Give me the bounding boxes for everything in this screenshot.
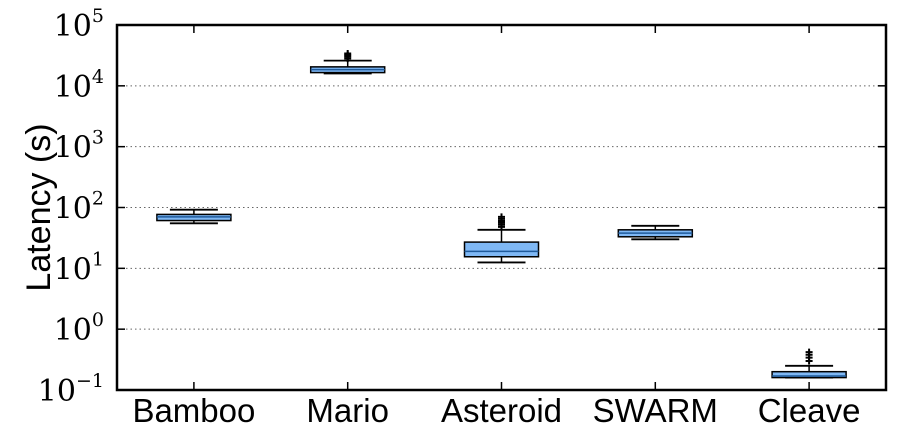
category-labels: Bamboo Mario Asteroid SWARM Cleave	[132, 392, 860, 429]
grid-lines	[117, 85, 886, 330]
y-tick-exponent: 1	[92, 248, 104, 270]
y-tick-label: 105	[54, 5, 104, 44]
y-tick-exponent: 3	[92, 127, 104, 149]
category-label: SWARM	[593, 392, 718, 429]
category-label: Bamboo	[132, 392, 255, 429]
category-label: Asteroid	[441, 392, 562, 429]
y-tick-label: 101	[54, 248, 104, 287]
box-iqr	[771, 370, 847, 379]
y-tick-base: 10	[38, 374, 76, 409]
outlier-point	[805, 348, 813, 356]
y-tick-exponent: 5	[92, 5, 104, 27]
y-tick-exponent: 2	[92, 188, 104, 210]
y-axis-title: Latency (s)	[20, 123, 58, 291]
y-tick-base: 10	[54, 70, 92, 105]
y-tick-label: 102	[54, 188, 104, 227]
y-tick-label: 10−1	[38, 370, 104, 409]
box-iqr	[463, 241, 540, 258]
category-label: Mario	[306, 392, 389, 429]
y-tick-label: 100	[54, 309, 104, 348]
y-tick-base: 10	[54, 252, 92, 287]
y-tick-label: 104	[54, 66, 104, 105]
y-tick-exponent: 4	[92, 66, 104, 88]
outlier-point	[344, 50, 352, 58]
y-tick-base: 10	[54, 192, 92, 227]
plot-frame	[115, 23, 888, 392]
category-label: Cleave	[758, 392, 861, 429]
y-tick-base: 10	[54, 131, 92, 166]
y-tick-exponent: 0	[92, 309, 104, 331]
y-tick-label: 103	[54, 127, 104, 166]
y-tick-exponent: −1	[76, 370, 104, 392]
boxes	[156, 50, 847, 379]
y-tick-base: 10	[54, 9, 92, 44]
y-tick-base: 10	[54, 313, 92, 348]
outlier-point	[498, 213, 505, 221]
